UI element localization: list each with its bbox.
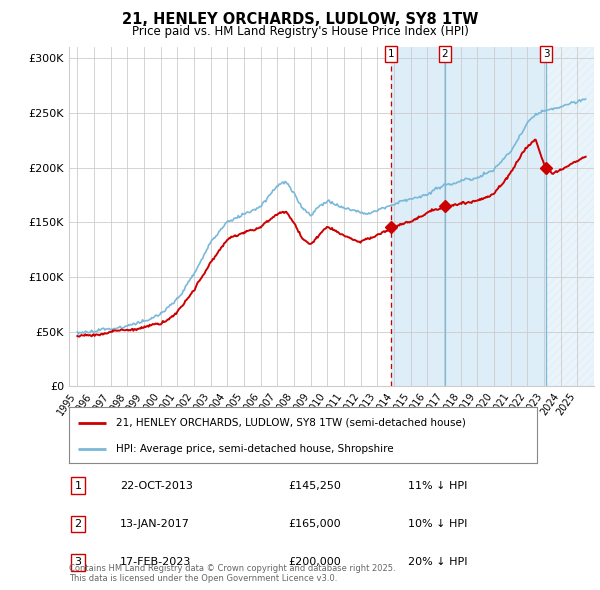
Text: 20% ↓ HPI: 20% ↓ HPI [408,558,467,567]
Text: 1: 1 [388,49,394,59]
Text: Price paid vs. HM Land Registry's House Price Index (HPI): Price paid vs. HM Land Registry's House … [131,25,469,38]
Text: £200,000: £200,000 [288,558,341,567]
Bar [546,47,594,386]
Text: 1: 1 [74,481,82,490]
Text: 11% ↓ HPI: 11% ↓ HPI [408,481,467,490]
Text: 22-OCT-2013: 22-OCT-2013 [120,481,193,490]
Text: 3: 3 [542,49,550,59]
Text: 2: 2 [442,49,448,59]
Text: HPI: Average price, semi-detached house, Shropshire: HPI: Average price, semi-detached house,… [116,444,394,454]
Bar [391,47,445,386]
Text: £145,250: £145,250 [288,481,341,490]
Text: 2: 2 [74,519,82,529]
Text: 21, HENLEY ORCHARDS, LUDLOW, SY8 1TW: 21, HENLEY ORCHARDS, LUDLOW, SY8 1TW [122,12,478,27]
Text: 10% ↓ HPI: 10% ↓ HPI [408,519,467,529]
Text: 21, HENLEY ORCHARDS, LUDLOW, SY8 1TW (semi-detached house): 21, HENLEY ORCHARDS, LUDLOW, SY8 1TW (se… [116,418,466,428]
Text: 17-FEB-2023: 17-FEB-2023 [120,558,191,567]
Bar [445,47,546,386]
Text: Contains HM Land Registry data © Crown copyright and database right 2025.
This d: Contains HM Land Registry data © Crown c… [69,563,395,583]
Text: £165,000: £165,000 [288,519,341,529]
Text: 3: 3 [74,558,82,567]
Text: 13-JAN-2017: 13-JAN-2017 [120,519,190,529]
